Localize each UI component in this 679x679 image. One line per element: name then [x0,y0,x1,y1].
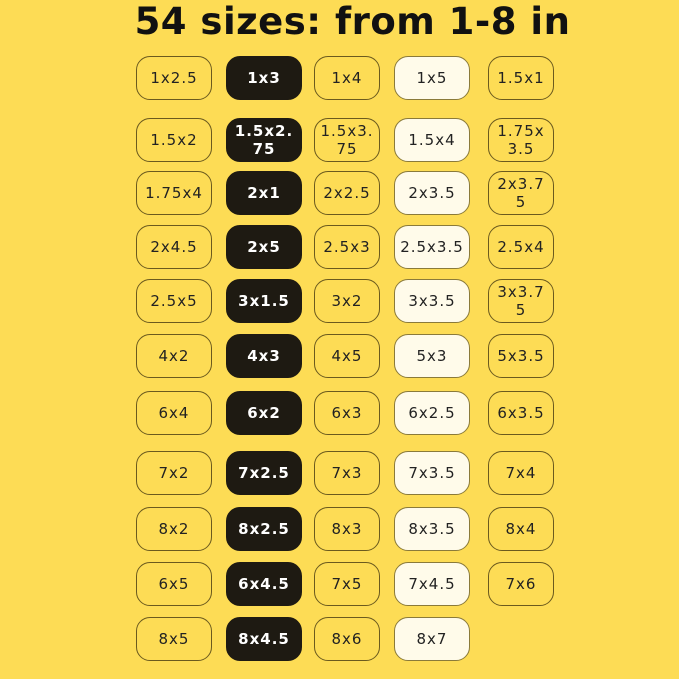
size-chip: 1x5 [394,56,470,100]
size-chip: 3x3.5 [394,279,470,323]
size-chip: 5x3.5 [488,334,554,378]
size-chip: 8x7 [394,617,470,661]
size-chip: 2x2.5 [314,171,380,215]
size-chip: 8x4.5 [226,617,302,661]
size-chip: 8x4 [488,507,554,551]
size-chip: 8x2.5 [226,507,302,551]
size-chip: 2x3.5 [394,171,470,215]
size-chip: 8x3 [314,507,380,551]
title: 54 sizes: from 1-8 in [134,0,571,43]
size-chip: 1.5x3.75 [314,118,380,162]
size-chip: 7x4 [488,451,554,495]
size-chip: 2.5x3 [314,225,380,269]
size-chip: 6x3 [314,391,380,435]
size-chip: 8x3.5 [394,507,470,551]
size-chip: 2x4.5 [136,225,212,269]
size-chip: 2.5x5 [136,279,212,323]
size-chip: 5x3 [394,334,470,378]
size-chip: 1.75x4 [136,171,212,215]
size-chip: 2x1 [226,171,302,215]
size-chip: 6x4 [136,391,212,435]
size-chip: 8x2 [136,507,212,551]
size-chip: 3x1.5 [226,279,302,323]
size-chip: 4x3 [226,334,302,378]
size-chip: 6x2 [226,391,302,435]
size-chip: 7x4.5 [394,562,470,606]
size-chip: 7x3.5 [394,451,470,495]
size-chip: 7x6 [488,562,554,606]
size-chip: 1x4 [314,56,380,100]
size-chip: 7x3 [314,451,380,495]
size-chip: 2x3.75 [488,171,554,215]
size-chip: 1.5x1 [488,56,554,100]
size-chip: 1x2.5 [136,56,212,100]
size-chip: 7x2 [136,451,212,495]
size-chip: 1.5x2.75 [226,118,302,162]
size-chip: 6x2.5 [394,391,470,435]
size-chip: 1.75x3.5 [488,118,554,162]
size-chip: 6x5 [136,562,212,606]
size-chip: 4x5 [314,334,380,378]
size-chip: 2x5 [226,225,302,269]
size-chip: 8x6 [314,617,380,661]
size-chip: 1.5x4 [394,118,470,162]
size-chip: 2.5x4 [488,225,554,269]
size-chip: 6x4.5 [226,562,302,606]
size-chip: 3x2 [314,279,380,323]
size-chip: 7x5 [314,562,380,606]
size-chip: 4x2 [136,334,212,378]
size-chip: 1.5x2 [136,118,212,162]
size-chip: 7x2.5 [226,451,302,495]
size-chip: 2.5x3.5 [394,225,470,269]
size-chip: 3x3.75 [488,279,554,323]
size-chip: 1x3 [226,56,302,100]
size-chip: 6x3.5 [488,391,554,435]
size-chip: 8x5 [136,617,212,661]
